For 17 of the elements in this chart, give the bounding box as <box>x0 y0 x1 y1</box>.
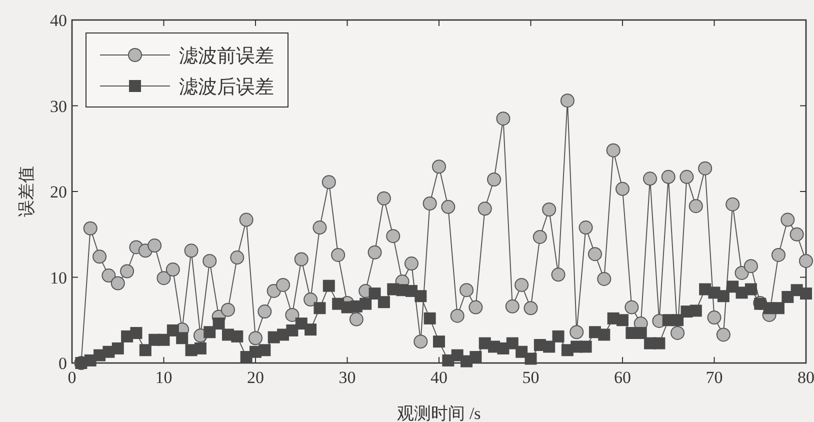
x-tick-label: 40 <box>430 368 448 387</box>
y-tick-label: 40 <box>50 11 67 30</box>
y-tick-label: 0 <box>58 354 67 373</box>
x-tick-label: 30 <box>338 368 356 387</box>
legend-label: 滤波前误差 <box>179 46 274 67</box>
x-tick-label: 50 <box>522 368 540 387</box>
y-axis-title: 误差值 <box>17 166 36 217</box>
x-tick-label: 20 <box>247 368 264 387</box>
y-tick-label: 30 <box>50 96 67 116</box>
y-tick-label: 20 <box>50 182 67 202</box>
x-tick-label: 70 <box>706 368 723 387</box>
y-tick-label: 10 <box>50 268 67 288</box>
legend-label: 滤波后误差 <box>179 77 274 98</box>
x-tick-label: 60 <box>614 368 631 387</box>
x-tick-label: 80 <box>798 368 814 387</box>
x-tick-label: 10 <box>155 368 172 387</box>
x-axis-title: 观测时间 /s <box>397 404 481 422</box>
